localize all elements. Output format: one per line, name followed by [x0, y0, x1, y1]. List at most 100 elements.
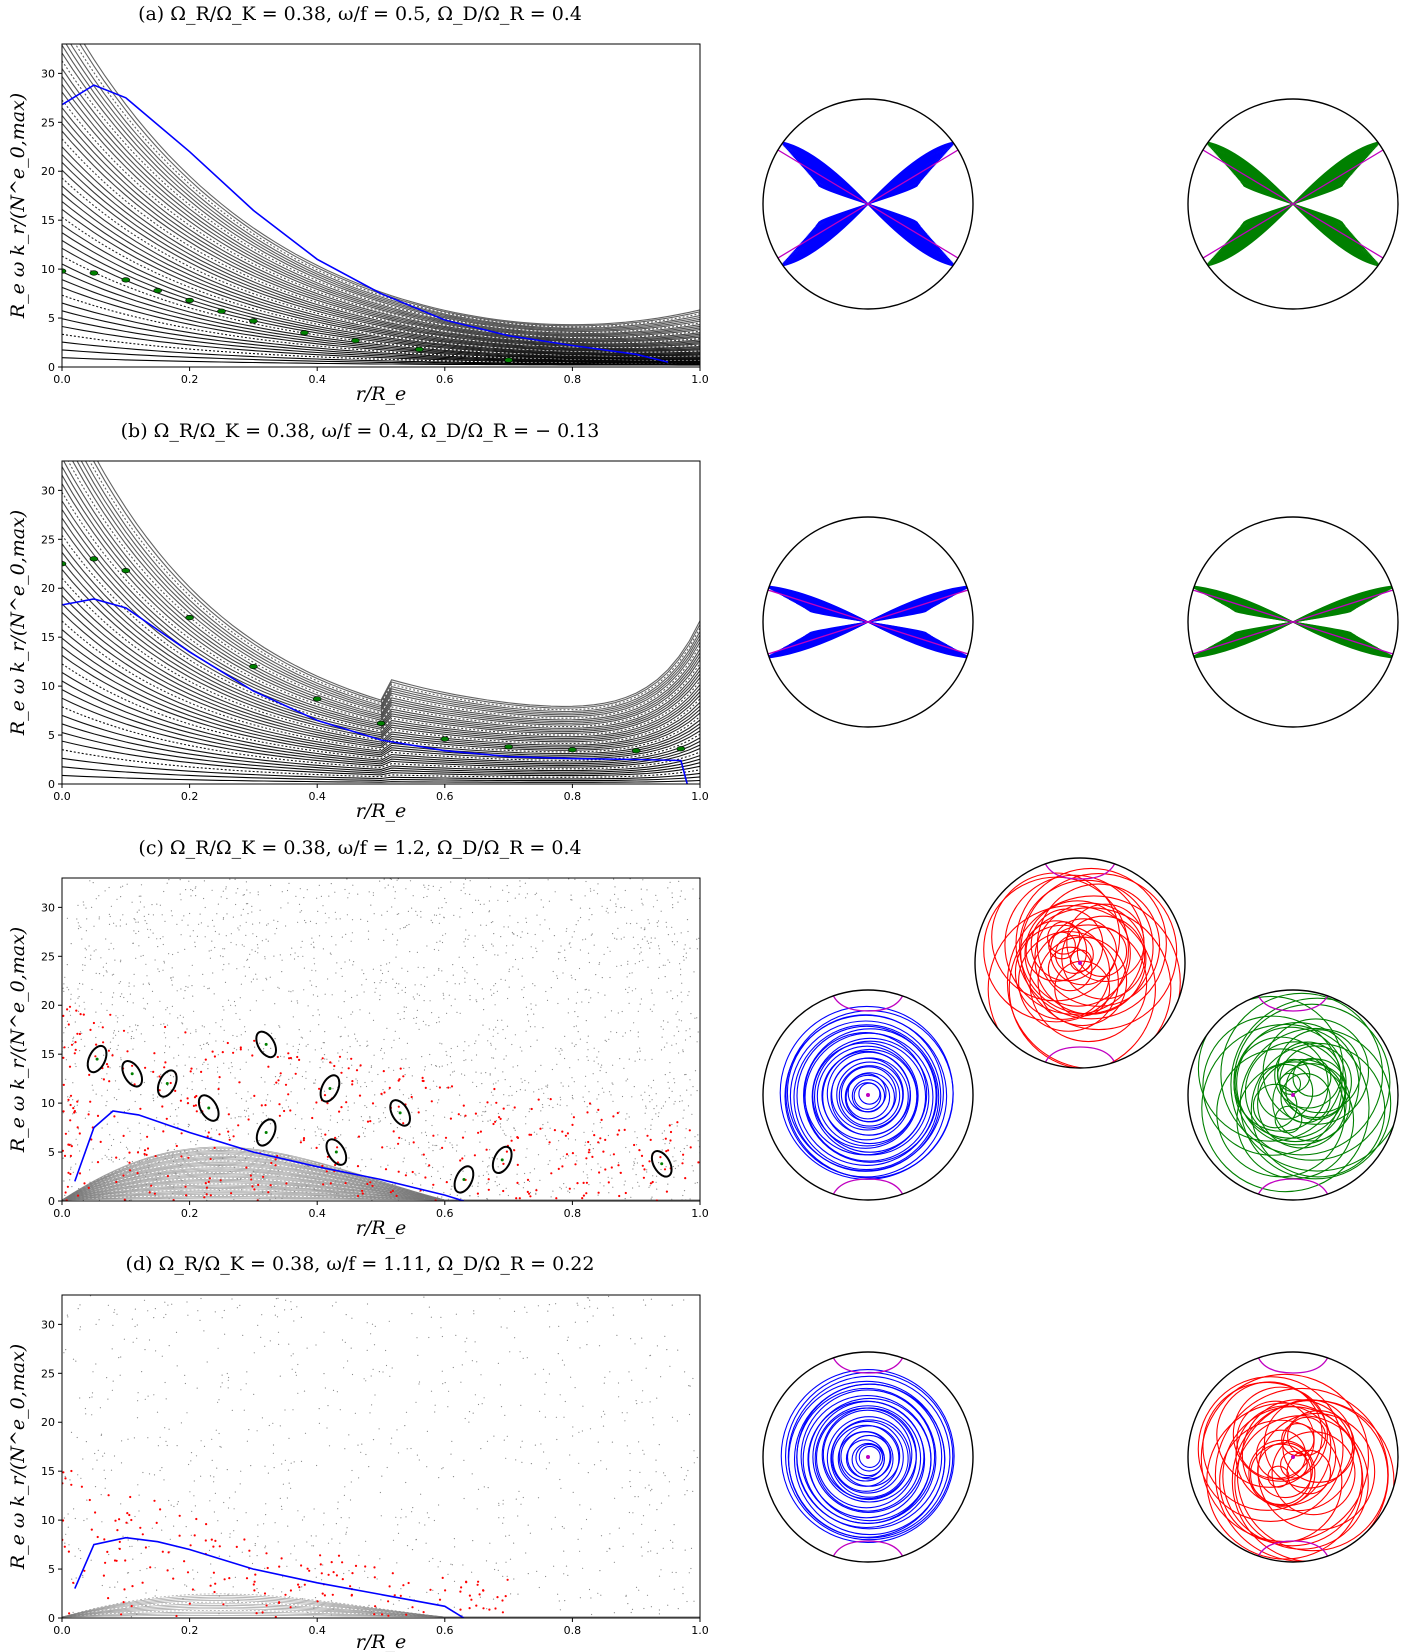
chaos-point — [447, 1573, 449, 1575]
chaos-point — [491, 1157, 493, 1159]
chaos-point — [351, 1469, 353, 1472]
red-chaos-point — [194, 1104, 197, 1107]
invariant-curve — [62, 201, 700, 351]
chaos-point — [287, 902, 289, 904]
panel-title: (c) Ω_R/Ω_K = 0.38, ω/f = 1.2, Ω_D/Ω_R =… — [138, 837, 581, 859]
chaos-point — [516, 1090, 518, 1093]
ray-path — [1204, 141, 1294, 267]
chaos-point — [601, 1087, 604, 1089]
chaos-point — [194, 887, 196, 889]
rosette-loop — [1281, 1422, 1315, 1457]
chaos-point — [496, 1176, 498, 1178]
chaos-point — [181, 919, 183, 921]
chaos-point — [436, 1085, 438, 1087]
chaos-point — [641, 1337, 643, 1339]
chaos-point — [162, 969, 164, 971]
resonance-island — [491, 1145, 513, 1175]
invariant-curve — [62, 474, 700, 724]
chaos-point — [639, 1058, 641, 1060]
chaos-point — [245, 1100, 247, 1102]
red-chaos-point — [470, 1598, 473, 1601]
red-chaos-point — [553, 1129, 557, 1132]
red-chaos-point — [682, 1153, 685, 1156]
chaos-point — [610, 1094, 612, 1096]
chaos-point — [424, 985, 426, 988]
chaos-point — [454, 983, 456, 985]
chaos-point — [140, 1033, 142, 1035]
chaos-point — [558, 1140, 560, 1142]
chaos-point — [644, 1091, 646, 1093]
chaos-point — [307, 1165, 309, 1167]
chaos-point — [75, 1065, 77, 1068]
chaos-point — [653, 1004, 655, 1006]
chaos-point — [208, 950, 210, 952]
chaos-point — [233, 1530, 235, 1532]
chaos-point — [391, 906, 393, 908]
chaos-point — [244, 1158, 247, 1160]
chaos-point — [628, 1371, 630, 1373]
chaos-point — [235, 892, 237, 894]
red-chaos-point — [697, 1161, 700, 1164]
chaos-point — [667, 1604, 669, 1606]
red-chaos-point — [108, 1080, 111, 1083]
chaos-point — [162, 936, 164, 938]
red-chaos-point — [143, 1152, 146, 1156]
chaos-point — [432, 1557, 434, 1560]
chaos-point — [91, 906, 93, 909]
red-chaos-point — [210, 1538, 213, 1541]
chaos-point — [658, 1444, 660, 1446]
red-chaos-point — [263, 1592, 267, 1595]
chaos-point — [184, 1382, 186, 1385]
chaos-point — [313, 1082, 315, 1084]
chaos-point — [340, 967, 342, 970]
red-chaos-point — [107, 1065, 110, 1068]
chaos-point — [610, 1010, 613, 1012]
chaos-point — [591, 933, 593, 935]
chaos-point — [249, 953, 251, 955]
chaos-point — [180, 988, 182, 990]
chaos-point — [79, 1550, 81, 1552]
chaos-point — [393, 1147, 396, 1149]
red-chaos-point — [488, 1608, 491, 1611]
chaos-point — [696, 938, 698, 940]
chaos-point — [206, 1361, 208, 1363]
chaos-point — [273, 919, 275, 921]
chaos-point — [349, 1046, 351, 1048]
chaos-point — [535, 1004, 537, 1006]
chaos-point — [596, 1307, 599, 1309]
red-chaos-point — [356, 1165, 360, 1168]
chaos-point — [347, 1106, 349, 1108]
chaos-point — [614, 937, 616, 939]
green-orbit-point — [440, 736, 450, 742]
chaos-point — [144, 1398, 146, 1400]
chaos-point — [439, 1177, 442, 1180]
chaos-point — [382, 1058, 384, 1060]
chaos-point — [579, 1550, 581, 1552]
chaos-point — [77, 904, 79, 907]
chaos-point — [496, 1185, 498, 1187]
chaos-point — [290, 1355, 292, 1357]
chaos-point — [309, 1030, 311, 1032]
chaos-point — [168, 1345, 170, 1347]
chaos-point — [243, 894, 245, 896]
chaos-point — [231, 1601, 233, 1603]
chaos-point — [540, 1110, 542, 1112]
chaos-point — [521, 1461, 523, 1463]
chaos-point — [555, 1416, 558, 1418]
chaos-point — [403, 1190, 405, 1192]
chaos-point — [642, 904, 644, 906]
chaos-point — [442, 1467, 444, 1469]
chaos-point — [567, 1574, 569, 1576]
chaos-point — [127, 1572, 130, 1574]
chaos-point — [571, 899, 573, 901]
rosette-loop — [804, 1032, 934, 1162]
center-marker — [1078, 961, 1082, 965]
chaos-point — [665, 1166, 667, 1168]
chaos-point — [689, 1198, 691, 1200]
chaos-point — [165, 1313, 167, 1316]
chaos-point — [284, 1162, 286, 1164]
chaos-point — [638, 960, 641, 963]
ray-path — [867, 586, 970, 658]
chaos-point — [607, 946, 609, 948]
chaos-point — [689, 1385, 691, 1387]
